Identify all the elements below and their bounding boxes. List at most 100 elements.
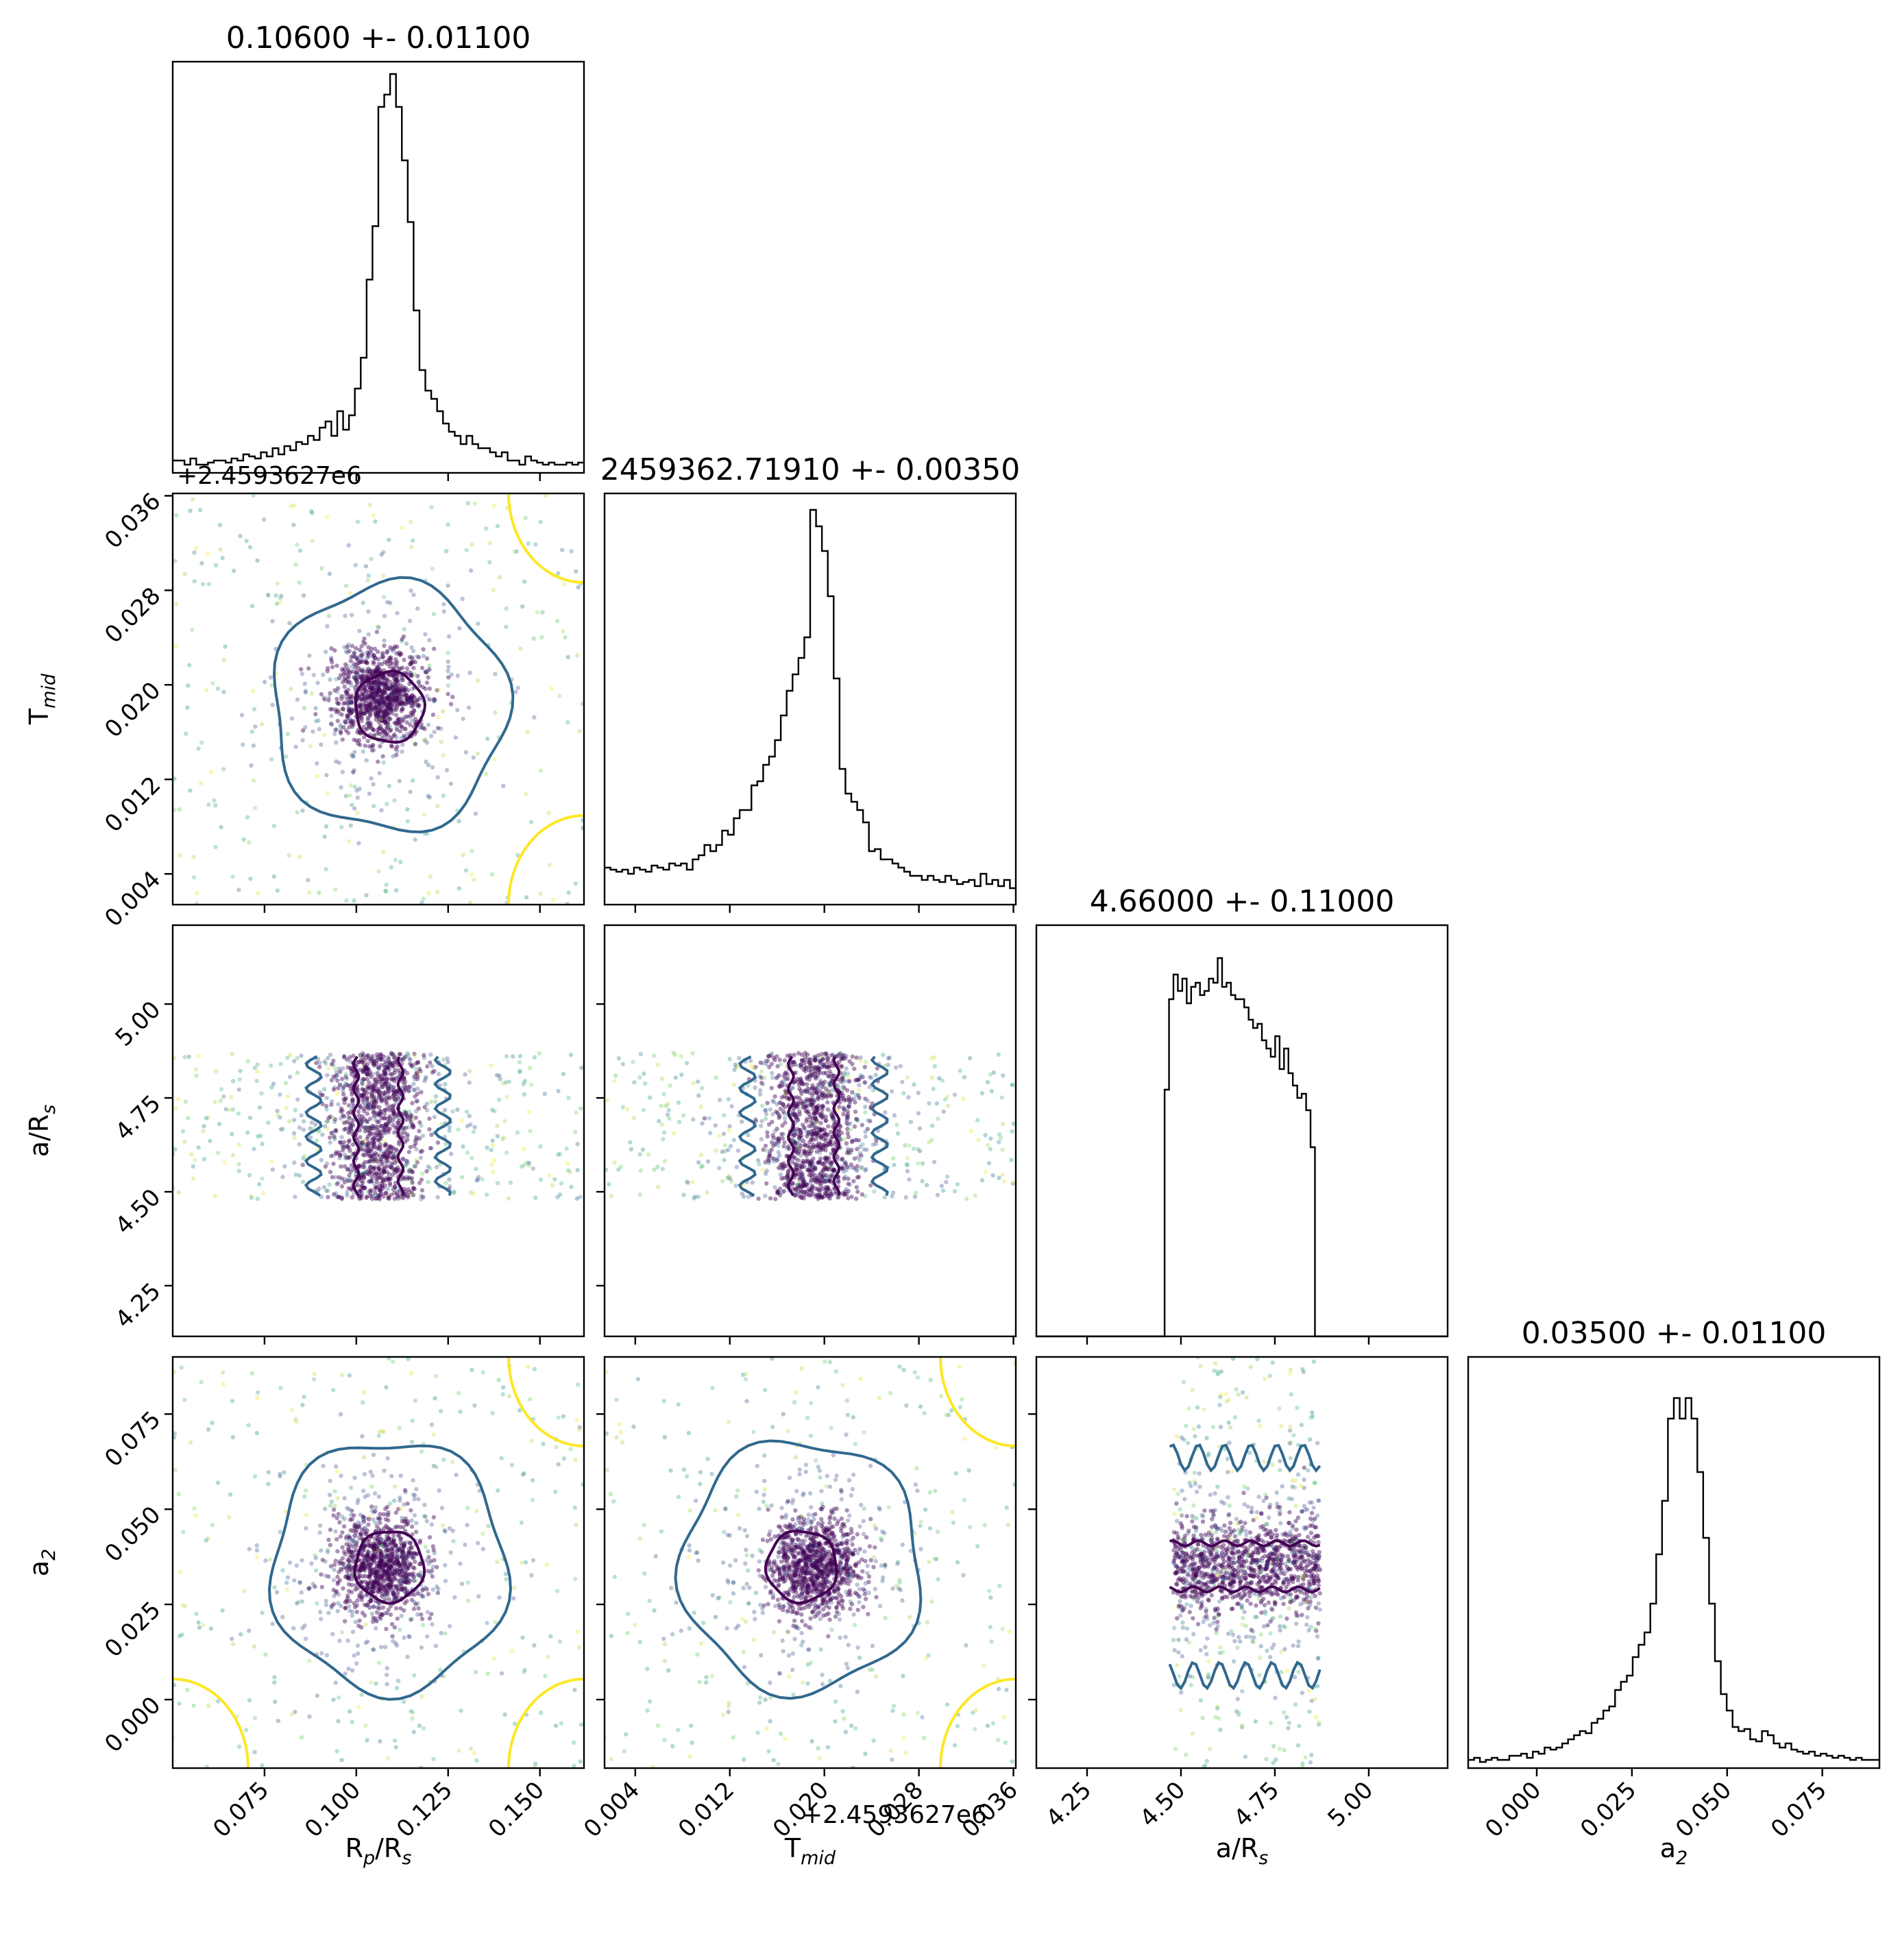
data-point [375, 1057, 380, 1062]
data-point [248, 1193, 254, 1199]
data-point [382, 659, 387, 665]
data-point [351, 722, 356, 727]
data-point [363, 1169, 368, 1175]
data-point [435, 803, 440, 809]
data-point [722, 1142, 728, 1148]
data-point [555, 619, 560, 624]
data-point [401, 1699, 406, 1704]
data-point [404, 1554, 409, 1559]
data-point [848, 1149, 853, 1154]
data-point [825, 1187, 830, 1192]
data-point [399, 1579, 404, 1584]
data-point [523, 515, 528, 520]
data-point [808, 1193, 814, 1198]
data-point [324, 1107, 329, 1112]
data-point [388, 701, 393, 707]
data-point [300, 1626, 305, 1630]
data-point [383, 1142, 389, 1147]
data-point [395, 720, 400, 725]
data-point [377, 1077, 382, 1082]
data-point [781, 1102, 785, 1107]
data-point [357, 1117, 363, 1122]
data-point [378, 688, 382, 693]
data-point [382, 720, 387, 725]
data-point [802, 1190, 807, 1195]
data-point [260, 1142, 265, 1147]
data-point [420, 685, 426, 689]
data-point [381, 1585, 386, 1590]
data-point [269, 1159, 274, 1164]
data-point [805, 1086, 810, 1091]
data-point [364, 1055, 369, 1059]
data-point [999, 1095, 1004, 1100]
data-point [367, 1605, 372, 1610]
data-point [400, 707, 404, 712]
data-point [387, 1565, 392, 1570]
data-point [306, 666, 311, 671]
data-point [394, 1101, 399, 1105]
data-point [366, 1143, 371, 1148]
data-point [348, 1554, 352, 1559]
data-point [367, 724, 372, 729]
data-point [414, 1157, 419, 1162]
data-point [823, 1179, 829, 1184]
data-point [350, 709, 354, 714]
data-point [192, 579, 197, 584]
data-point [389, 1064, 394, 1068]
data-point [374, 692, 378, 697]
data-point [380, 718, 385, 723]
data-point [411, 1571, 416, 1576]
data-point [806, 1129, 811, 1135]
data-point [397, 652, 402, 657]
data-point [328, 677, 332, 682]
data-point [850, 1090, 855, 1094]
data-point [842, 1174, 848, 1179]
data-point [376, 625, 381, 630]
data-point [359, 1558, 364, 1563]
panel-frame [171, 492, 585, 906]
data-point [857, 1083, 862, 1088]
data-point [393, 1098, 398, 1103]
data-point [343, 678, 348, 683]
data-point [372, 1061, 377, 1066]
data-point [384, 1562, 389, 1567]
data-point [820, 1091, 825, 1096]
data-point [846, 1149, 851, 1153]
data-point [672, 1131, 677, 1136]
data-point [395, 1586, 400, 1591]
data-point [448, 1184, 452, 1189]
data-point [373, 1117, 378, 1122]
data-point [489, 872, 495, 877]
data-point [367, 709, 372, 714]
data-point [378, 1153, 382, 1158]
data-point [347, 1545, 352, 1549]
data-point [376, 1527, 382, 1532]
data-point [374, 670, 379, 674]
data-point [845, 1109, 850, 1114]
data-point [356, 1624, 361, 1628]
data-point [413, 1115, 419, 1120]
data-point [361, 1518, 366, 1523]
data-point [369, 748, 375, 753]
data-point [378, 1057, 383, 1062]
data-point [374, 1111, 379, 1116]
data-point [347, 700, 352, 705]
data-point [378, 1063, 384, 1068]
data-point [369, 1075, 374, 1079]
data-point [364, 707, 369, 712]
data-point [349, 1549, 354, 1554]
data-point [354, 656, 360, 661]
data-point [367, 685, 372, 689]
data-point [409, 718, 414, 723]
data-point [904, 1162, 910, 1167]
data-point [379, 691, 385, 696]
data-point [803, 1051, 807, 1055]
data-point [389, 691, 394, 696]
data-point [429, 1146, 434, 1151]
data-point [365, 694, 369, 699]
data-point [344, 1076, 350, 1081]
data-point [409, 661, 414, 665]
data-point [378, 702, 383, 707]
data-point [389, 1564, 393, 1569]
data-point [380, 735, 385, 739]
